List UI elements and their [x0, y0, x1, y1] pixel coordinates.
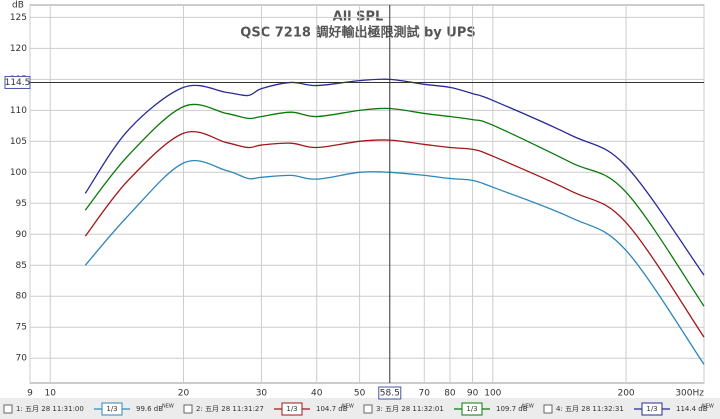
x-tick-label: 30	[256, 389, 268, 399]
y-tick-label: 105	[10, 137, 27, 147]
smoothing-box[interactable]	[101, 402, 123, 416]
legend-level: 114.4 dB	[676, 405, 708, 413]
legend-name[interactable]: 4: 五月 28 11:32:31	[556, 405, 624, 413]
y-tick-label: 110	[10, 106, 27, 116]
legend-name[interactable]: 1: 五月 28 11:31:00	[16, 405, 84, 413]
x-tick-label: 80	[444, 389, 456, 399]
legend-badge: NEW	[162, 404, 174, 410]
legend-bar	[0, 398, 720, 419]
x-tick-label: 50	[354, 389, 366, 399]
smoothing-box[interactable]	[641, 402, 663, 416]
legend-checkbox[interactable]	[543, 404, 553, 414]
y-tick-label: 85	[16, 261, 27, 271]
x-tick-label: 70	[419, 389, 431, 399]
x-tick-label: 20	[178, 389, 190, 399]
smoothing-label[interactable]: 1/3	[106, 405, 117, 413]
y-tick-label: 95	[16, 199, 27, 209]
y-tick-label: 75	[16, 323, 27, 333]
legend-level: 99.6 dB	[136, 405, 163, 413]
x-tick-label: 9	[27, 389, 33, 399]
series-line	[84, 159, 705, 365]
cursor-box	[4, 75, 31, 89]
legend-checkbox[interactable]	[3, 404, 13, 414]
x-tick-label: 300Hz	[675, 389, 704, 399]
legend-badge: NEW	[702, 404, 714, 410]
x-tick-label: 40	[311, 389, 323, 399]
legend-checkbox[interactable]	[183, 404, 193, 414]
series-line	[84, 131, 705, 338]
y-tick-label: 125	[10, 13, 27, 23]
x-tick-label: 100	[484, 389, 501, 399]
cursor-box	[378, 386, 402, 400]
series-line	[84, 78, 705, 276]
legend-name[interactable]: 3: 五月 28 11:32:01	[376, 405, 444, 413]
smoothing-label[interactable]: 1/3	[646, 405, 657, 413]
legend-badge: NEW	[522, 404, 534, 410]
y-axis-label: dB	[12, 1, 24, 11]
x-tick-label: 10	[45, 389, 57, 399]
smoothing-box[interactable]	[461, 402, 483, 416]
legend-level: 109.7 dB	[496, 405, 528, 413]
y-tick-label: 120	[10, 44, 27, 54]
legend-badge: NEW	[342, 404, 354, 410]
y-tick-label: 80	[16, 292, 28, 302]
series-line	[84, 103, 705, 307]
smoothing-label[interactable]: 1/3	[286, 405, 297, 413]
legend-checkbox[interactable]	[363, 404, 373, 414]
smoothing-label[interactable]: 1/3	[466, 405, 477, 413]
plot-area	[29, 4, 705, 384]
cursor-label: 114.5	[5, 78, 31, 88]
chart-subtitle: QSC 7218 調好輸出極限測試 by UPS	[240, 25, 475, 41]
y-tick-label: 70	[16, 354, 28, 364]
cursor-label: 58.5	[380, 389, 400, 399]
legend-level: 104.7 dB	[316, 405, 348, 413]
y-tick-label: 90	[16, 230, 28, 240]
y-tick-label: 100	[10, 168, 27, 178]
x-tick-label: 90	[467, 389, 479, 399]
legend-name[interactable]: 2: 五月 28 11:31:27	[196, 405, 264, 413]
smoothing-box[interactable]	[281, 402, 303, 416]
x-tick-label: 200	[617, 389, 634, 399]
